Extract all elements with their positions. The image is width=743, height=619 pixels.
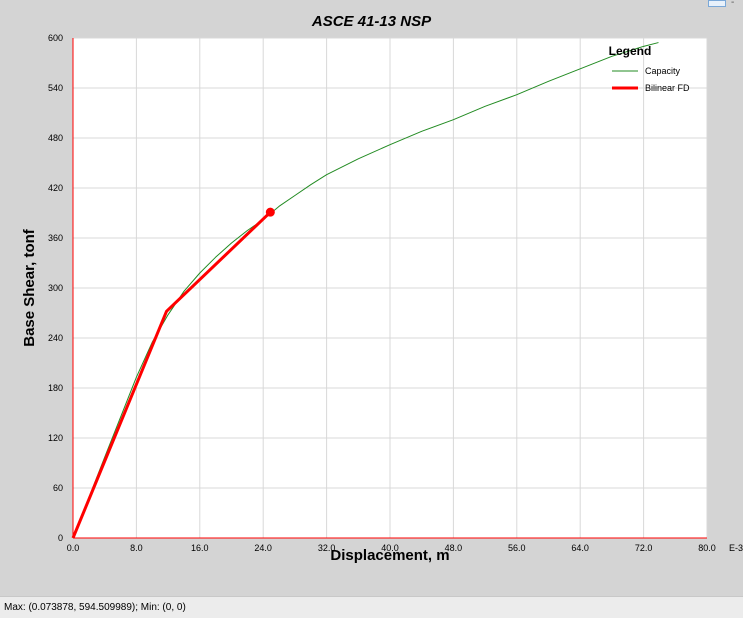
y-gridlines — [73, 37, 707, 489]
x-tick-label: 40.0 — [381, 543, 399, 553]
legend: Legend Capacity Bilinear FD — [609, 44, 690, 93]
y-tick-label: 180 — [48, 383, 63, 393]
y-tick-label: 480 — [48, 133, 63, 143]
y-tick-label: 300 — [48, 283, 63, 293]
x-tick-label: 56.0 — [508, 543, 526, 553]
marker-layer — [265, 207, 275, 217]
x-tick-label: 16.0 — [191, 543, 209, 553]
y-axis-label: Base Shear, tonf — [21, 228, 38, 347]
x-tick-labels: 0.0 8.0 16.0 24.0 32.0 40.0 48.0 56.0 64.0 72.0 80… — [67, 543, 716, 553]
series-layer — [71, 42, 659, 539]
x-tick-label: 0.0 — [67, 543, 80, 553]
legend-title: Legend — [609, 44, 652, 58]
x-axis-label: Displacement, m — [330, 547, 449, 564]
x-tick-label: 64.0 — [571, 543, 589, 553]
x-tick-label: 8.0 — [130, 543, 143, 553]
legend-label-bilinear: Bilinear FD — [645, 83, 690, 93]
y-tick-label: 0 — [58, 533, 63, 543]
pushover-chart: 0.0 8.0 16.0 24.0 32.0 40.0 48.0 56.0 64.0 72.0 80… — [21, 33, 743, 564]
series-line-capacity — [72, 42, 659, 539]
x-tick-label: 48.0 — [445, 543, 463, 553]
status-bar: Max: (0.073878, 594.509989); Min: (0, 0) — [0, 596, 743, 618]
performance-point-marker — [265, 207, 275, 217]
y-tick-label: 120 — [48, 433, 63, 443]
y-tick-label: 600 — [48, 33, 63, 43]
y-tick-label: 60 — [53, 483, 63, 493]
y-tick-labels: 0 60 120 180 240 300 360 420 480 540 600 — [48, 33, 63, 543]
y-tick-label: 540 — [48, 83, 63, 93]
chart-title: ASCE 41-13 NSP — [311, 13, 432, 30]
x-unit-suffix: E-3 — [729, 543, 743, 553]
x-tick-label: 32.0 — [318, 543, 336, 553]
series-line-bilinear-fd — [71, 211, 272, 539]
y-tick-label: 360 — [48, 233, 63, 243]
y-tick-label: 240 — [48, 333, 63, 343]
x-tick-label: 72.0 — [635, 543, 653, 553]
legend-label-capacity: Capacity — [645, 66, 681, 76]
x-tick-label: 24.0 — [254, 543, 272, 553]
y-tick-label: 420 — [48, 183, 63, 193]
x-tick-label: 80.0 — [698, 543, 716, 553]
window-corner-mark: - — [731, 0, 735, 8]
window-corner-button[interactable] — [708, 0, 726, 7]
